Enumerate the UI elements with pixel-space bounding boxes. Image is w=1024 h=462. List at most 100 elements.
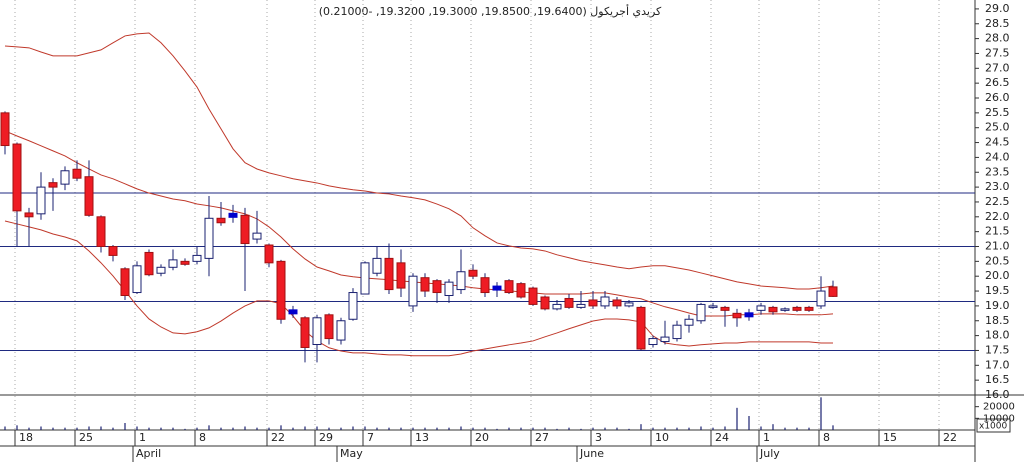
candle-body bbox=[84, 176, 94, 216]
candle-body bbox=[744, 312, 754, 318]
x-tick-label: 27 bbox=[535, 431, 549, 444]
candle-body bbox=[828, 286, 838, 297]
candle-body bbox=[756, 305, 766, 311]
x-tick-label: 1 bbox=[139, 431, 146, 444]
volume-tick-label: 20000 bbox=[983, 402, 1015, 413]
x-tick-label: 22 bbox=[943, 431, 957, 444]
x-tick-label: 1 bbox=[763, 431, 770, 444]
candle-body bbox=[732, 312, 742, 319]
x-tick-label: 18 bbox=[19, 431, 33, 444]
candle-body bbox=[0, 112, 10, 147]
candle-body bbox=[432, 280, 442, 294]
candle-body bbox=[252, 232, 262, 240]
candle-body bbox=[804, 306, 814, 311]
candle-body bbox=[60, 170, 70, 185]
candle-body bbox=[588, 299, 598, 307]
candle-body bbox=[12, 143, 22, 212]
y-tick-label: 20.0 bbox=[985, 269, 1010, 282]
y-tick-label: 28.0 bbox=[985, 32, 1010, 45]
month-label: July bbox=[759, 447, 780, 460]
band-upper bbox=[4, 32, 834, 290]
candle-body bbox=[132, 265, 142, 294]
x-tick-label: 3 bbox=[595, 431, 602, 444]
candle-body bbox=[36, 186, 46, 215]
month-label: May bbox=[340, 447, 363, 460]
plot bbox=[0, 32, 975, 363]
candle-body bbox=[120, 268, 130, 297]
candle-body bbox=[96, 216, 106, 248]
candle-body bbox=[348, 292, 358, 320]
y-tick-label: 16.5 bbox=[985, 373, 1010, 386]
y-tick-label: 19.0 bbox=[985, 299, 1010, 312]
candle-body bbox=[324, 314, 334, 340]
candle-body bbox=[396, 262, 406, 289]
x-tick-label: 15 bbox=[883, 431, 897, 444]
candle-body bbox=[708, 305, 718, 308]
x-tick-label: 20 bbox=[475, 431, 489, 444]
candle-body bbox=[564, 297, 574, 308]
y-tick-label: 18.0 bbox=[985, 329, 1010, 342]
y-tick-label: 25.0 bbox=[985, 121, 1010, 134]
chart-title: كريدي أجريكول (19.6400, 19.8500, 19.3000… bbox=[319, 4, 662, 18]
candle-body bbox=[720, 306, 730, 311]
x-tick-label: 8 bbox=[199, 431, 206, 444]
candle-body bbox=[24, 212, 34, 218]
month-label: April bbox=[136, 447, 161, 460]
volume-unit: x1000 bbox=[979, 422, 1008, 432]
candle-body bbox=[276, 260, 286, 320]
candle-body bbox=[492, 285, 502, 291]
candle-body bbox=[156, 266, 166, 274]
candle-body bbox=[240, 214, 250, 245]
unit-box bbox=[976, 418, 1011, 433]
candle-body bbox=[684, 318, 694, 326]
candle-body bbox=[648, 338, 658, 346]
y-tick-label: 22.0 bbox=[985, 210, 1010, 223]
candle-body bbox=[372, 257, 382, 274]
candle-body bbox=[816, 290, 826, 307]
y-tick-label: 18.5 bbox=[985, 314, 1010, 327]
x-tick-label: 10 bbox=[655, 431, 669, 444]
y-tick-label: 28.5 bbox=[985, 17, 1010, 30]
y-tick-label: 24.5 bbox=[985, 136, 1010, 149]
candle-body bbox=[480, 277, 490, 294]
candle-body bbox=[768, 306, 778, 313]
candle-body bbox=[48, 182, 58, 188]
candle-body bbox=[624, 302, 634, 307]
y-tick-label: 25.5 bbox=[985, 106, 1010, 119]
candle-body bbox=[528, 287, 538, 305]
y-tick-label: 19.5 bbox=[985, 284, 1010, 297]
candle-body bbox=[540, 296, 550, 310]
candle-body bbox=[360, 262, 370, 295]
candle-body bbox=[144, 251, 154, 276]
candle-body bbox=[456, 271, 466, 291]
y-tick-label: 16.0 bbox=[985, 388, 1010, 401]
y-tick-label: 24.0 bbox=[985, 150, 1010, 163]
band-middle bbox=[4, 130, 834, 317]
y-tick-label: 26.5 bbox=[985, 76, 1010, 89]
candle-body bbox=[516, 283, 526, 298]
candle-body bbox=[672, 324, 682, 340]
y-tick-label: 27.0 bbox=[985, 61, 1010, 74]
x-tick-label: 8 bbox=[823, 431, 830, 444]
candle-body bbox=[552, 303, 562, 310]
y-tick-label: 21.5 bbox=[985, 225, 1010, 238]
y-tick-label: 29.0 bbox=[985, 2, 1010, 15]
x-tick-label: 29 bbox=[319, 431, 333, 444]
y-tick-label: 23.5 bbox=[985, 165, 1010, 178]
x-tick-label: 7 bbox=[367, 431, 374, 444]
candle-body bbox=[696, 303, 706, 322]
y-tick-label: 22.5 bbox=[985, 195, 1010, 208]
candle-body bbox=[264, 244, 274, 264]
y-tick-label: 23.0 bbox=[985, 180, 1010, 193]
candle-body bbox=[576, 303, 586, 308]
y-tick-label: 21.0 bbox=[985, 240, 1010, 253]
month-label: June bbox=[579, 447, 604, 460]
candle-body bbox=[780, 308, 790, 311]
candle-body bbox=[108, 246, 118, 256]
candle-body bbox=[168, 259, 178, 268]
candle-body bbox=[468, 269, 478, 277]
candle-body bbox=[312, 317, 322, 346]
